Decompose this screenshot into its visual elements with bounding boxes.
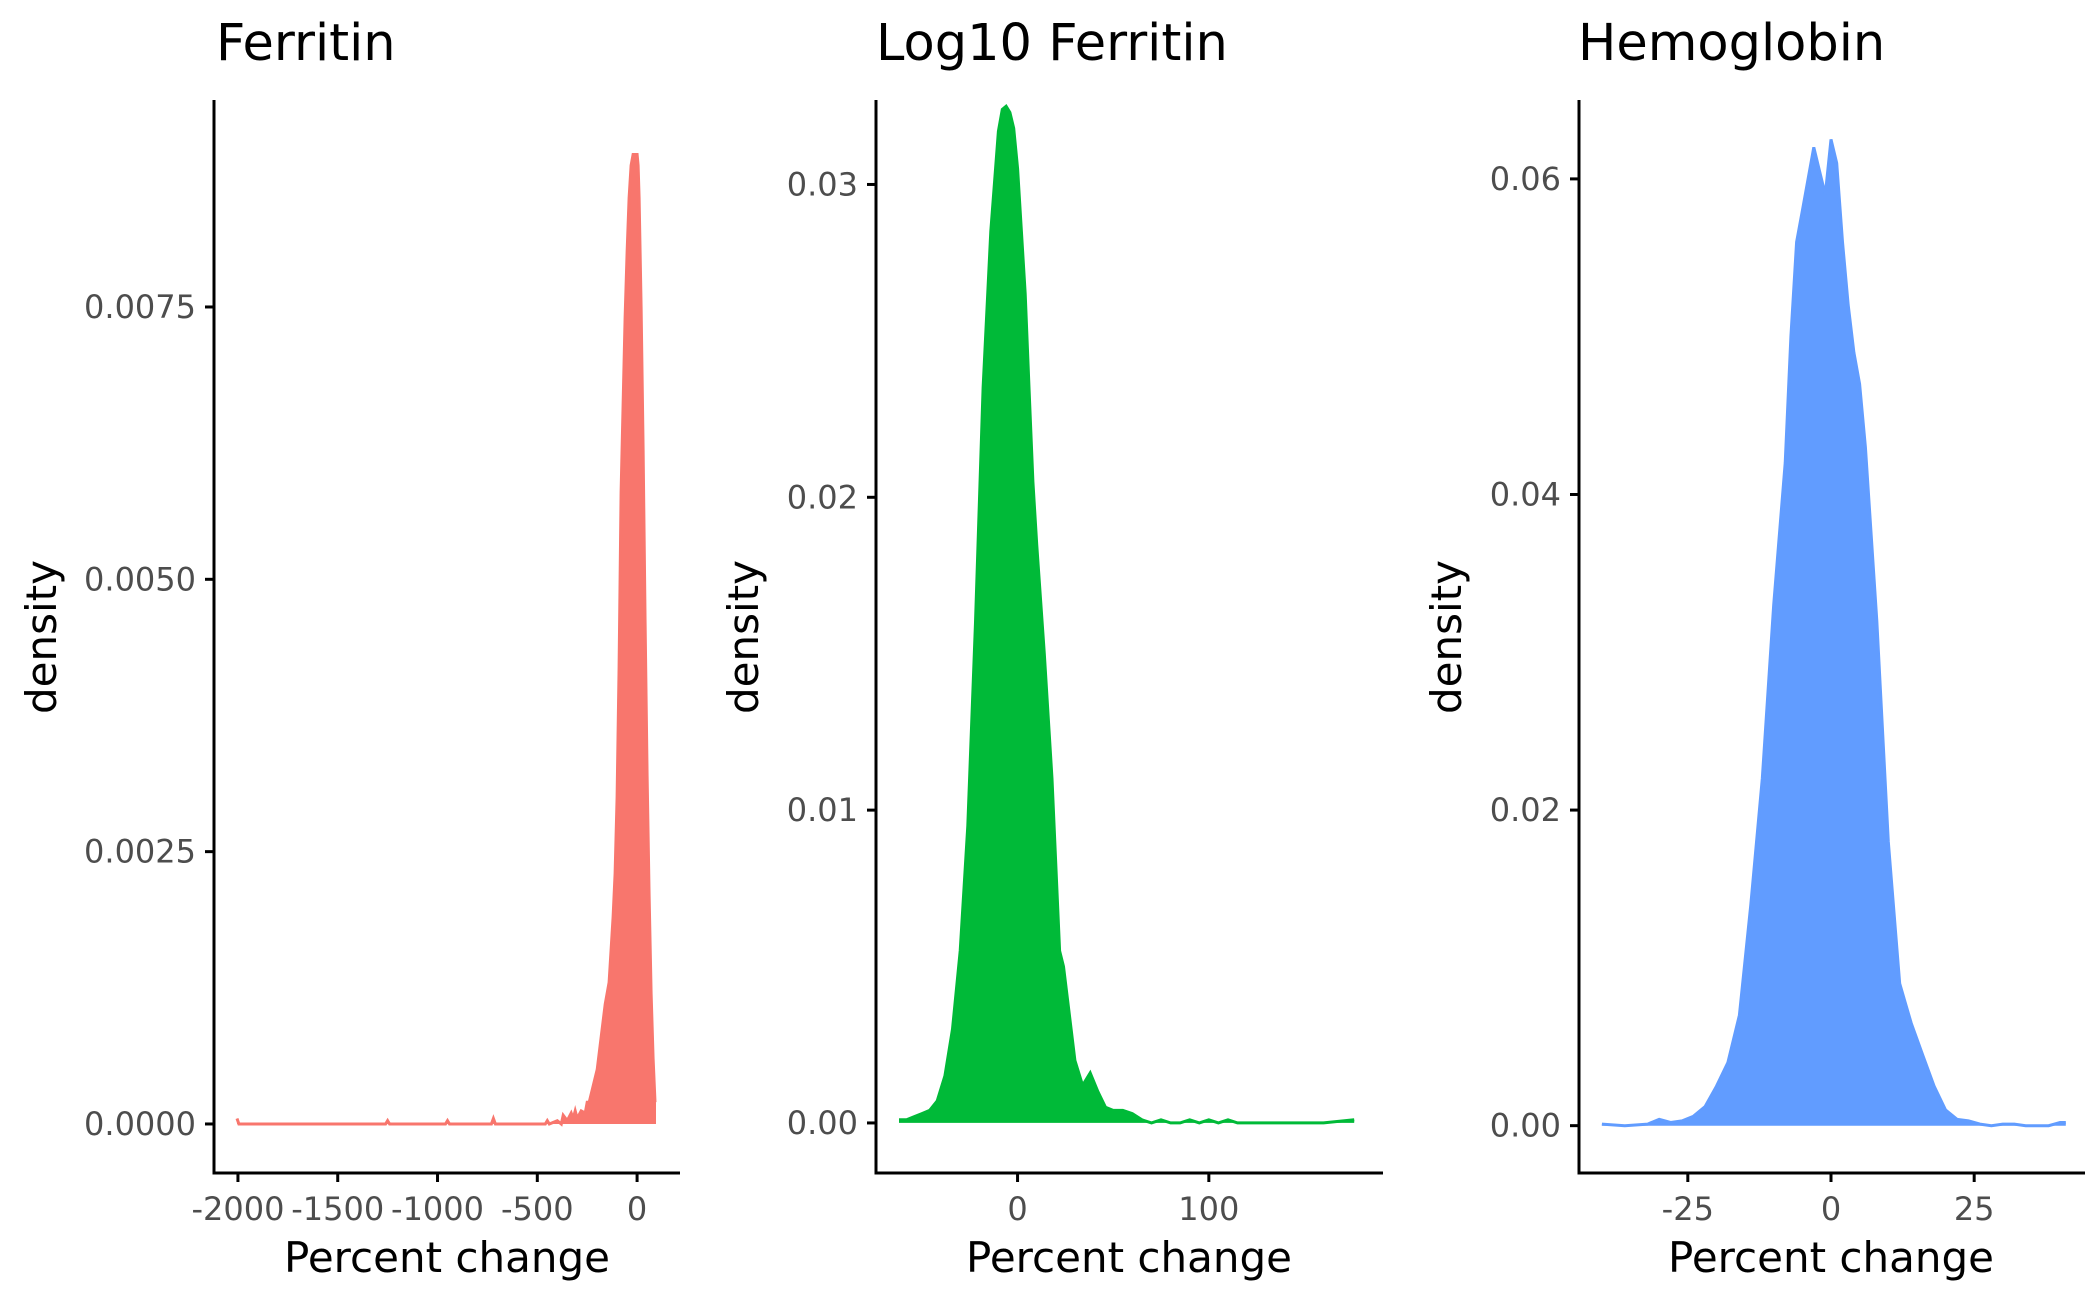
- panel-title: Hemoglobin: [1578, 14, 1885, 73]
- y-tick-label: 0.00: [787, 1104, 858, 1142]
- x-axis-title: Percent change: [1668, 1233, 1994, 1282]
- y-tick-label: 0.0000: [84, 1105, 196, 1143]
- density-area: [237, 154, 656, 1124]
- x-tick-label: -2000: [191, 1190, 284, 1228]
- y-tick-label: 0.01: [787, 791, 858, 829]
- y-tick-label: 0.0050: [84, 560, 196, 598]
- y-axis-title: density: [719, 560, 768, 714]
- x-tick-label: 0: [1821, 1190, 1841, 1228]
- x-tick-label: 100: [1178, 1190, 1239, 1228]
- panel-title: Ferritin: [216, 14, 396, 73]
- y-tick-label: 0.00: [1490, 1107, 1561, 1145]
- x-axis-title: Percent change: [966, 1233, 1292, 1282]
- y-tick-label: 0.0075: [84, 288, 196, 326]
- panel-log10-ferritin: Log10 Ferritin 0.00 0.01 0.02 0.03 0 100 Per…: [719, 14, 1383, 1282]
- y-tick-label: 0.02: [1490, 791, 1561, 829]
- y-tick-label: 0.02: [787, 478, 858, 516]
- density-line: [899, 104, 1355, 1125]
- y-tick-label: 0.06: [1490, 160, 1561, 198]
- density-area: [1601, 139, 2066, 1126]
- panel-hemoglobin: Hemoglobin 0.00 0.02 0.04 0.06 -25 0 25 Perce…: [1422, 14, 2085, 1282]
- x-tick-label: 0: [627, 1190, 647, 1228]
- x-axis-title: Percent change: [284, 1233, 610, 1282]
- y-axis-title: density: [17, 560, 66, 714]
- x-tick-label: 0: [1007, 1190, 1027, 1228]
- x-tick-label: 25: [1954, 1190, 1995, 1228]
- y-ticks: 0.0000 0.0025 0.0050 0.0075: [84, 288, 214, 1143]
- density-line: [235, 153, 657, 1127]
- density-area: [899, 106, 1355, 1123]
- y-ticks: 0.00 0.01 0.02 0.03: [787, 165, 876, 1142]
- density-line: [1601, 139, 2066, 1128]
- x-ticks: 0 100: [1007, 1173, 1239, 1228]
- y-ticks: 0.00 0.02 0.04 0.06: [1490, 160, 1579, 1145]
- x-ticks: -2000 -1500 -1000 -500 0: [191, 1173, 647, 1228]
- x-tick-label: -500: [501, 1190, 574, 1228]
- y-tick-label: 0.0025: [84, 833, 196, 871]
- x-ticks: -25 0 25: [1662, 1173, 1995, 1228]
- y-tick-label: 0.03: [787, 165, 858, 203]
- x-tick-label: -25: [1662, 1190, 1714, 1228]
- panel-title: Log10 Ferritin: [876, 14, 1228, 73]
- y-tick-label: 0.04: [1490, 475, 1561, 513]
- y-axis-title: density: [1422, 560, 1471, 714]
- x-tick-label: -1500: [291, 1190, 384, 1228]
- x-tick-label: -1000: [391, 1190, 484, 1228]
